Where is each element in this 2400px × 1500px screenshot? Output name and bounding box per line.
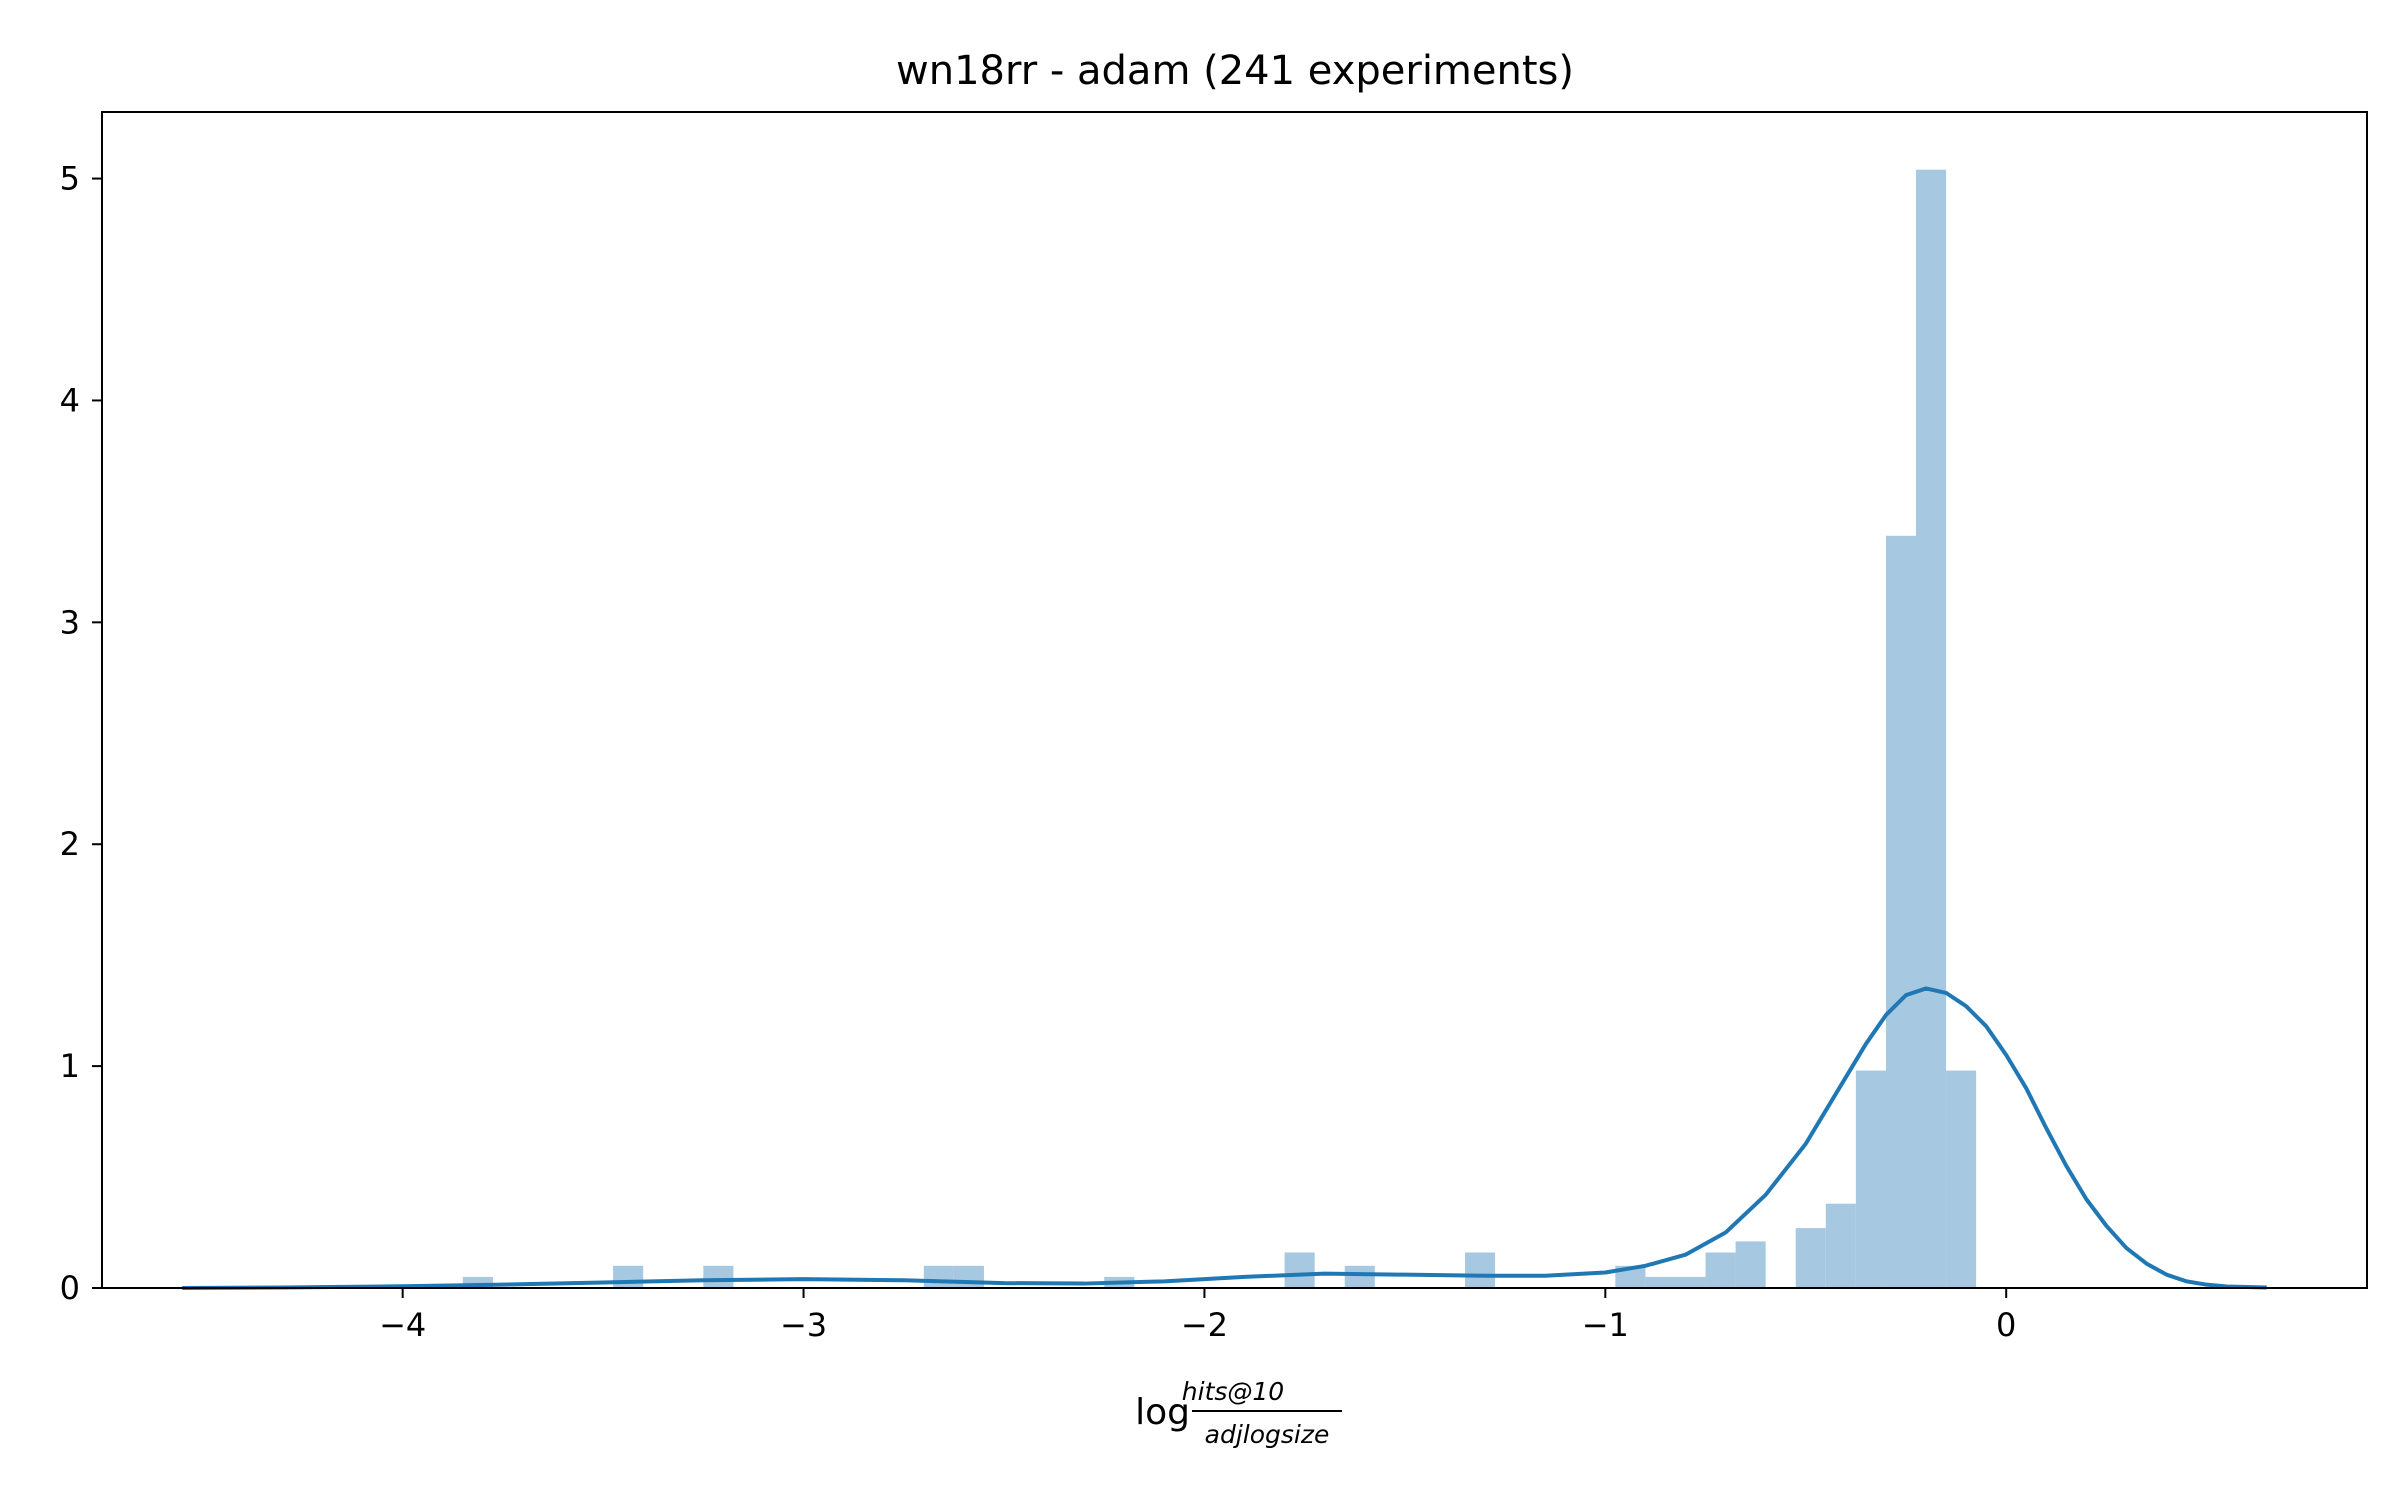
y-axis-ticks: 0 1 2 3 4 5: [60, 160, 102, 1307]
y-tick-label: 0: [60, 1269, 80, 1307]
histogram-bar-4: [953, 1265, 984, 1288]
histogram-bar-12: [1705, 1252, 1736, 1288]
histogram-bar-11: [1675, 1276, 1706, 1288]
histogram-bar-0: [462, 1276, 493, 1288]
x-axis-label-numerator: hits@10: [1182, 1377, 1284, 1406]
kde-curve: [182, 986, 2267, 1290]
x-tick-label: −2: [1181, 1306, 1228, 1344]
y-tick-label: 3: [60, 603, 80, 641]
histogram-bars: [462, 169, 1977, 1289]
x-tick-label: −4: [379, 1306, 426, 1344]
histogram-bar-17: [1885, 535, 1917, 1288]
x-axis-label: log hits@10 adjlogsize: [1135, 1377, 1342, 1449]
histogram-bar-3: [923, 1265, 954, 1288]
histogram-bar-1: [613, 1265, 644, 1288]
histogram-bar-19: [1946, 1070, 1977, 1288]
y-tick-label: 2: [60, 825, 80, 863]
x-tick-label: −3: [780, 1306, 827, 1344]
histogram-bar-8: [1465, 1252, 1496, 1288]
histogram-bar-7: [1344, 1265, 1375, 1288]
x-tick-label: −1: [1582, 1306, 1629, 1344]
x-tick-label: 0: [1996, 1306, 2016, 1344]
y-tick-label: 4: [60, 381, 80, 419]
histogram-bar-15: [1825, 1203, 1856, 1288]
histogram-bar-2: [703, 1265, 734, 1288]
x-axis-label-denominator: adjlogsize: [1205, 1420, 1330, 1449]
histogram-bar-16: [1855, 1070, 1886, 1288]
y-tick-label: 1: [60, 1047, 80, 1085]
histogram-bar-13: [1735, 1241, 1766, 1288]
histogram-bar-18: [1916, 169, 1947, 1289]
x-axis-label-prefix: log: [1135, 1392, 1190, 1433]
plot-frame: [101, 111, 2368, 1289]
histogram-bar-14: [1795, 1228, 1826, 1288]
chart-title: wn18rr - adam (241 experiments): [896, 48, 1574, 94]
y-tick-label: 5: [60, 160, 80, 198]
histogram-bar-6: [1284, 1252, 1315, 1288]
histogram-bar-10: [1645, 1276, 1676, 1288]
x-axis-ticks: −4 −3 −2 −1 0: [379, 1288, 2016, 1344]
